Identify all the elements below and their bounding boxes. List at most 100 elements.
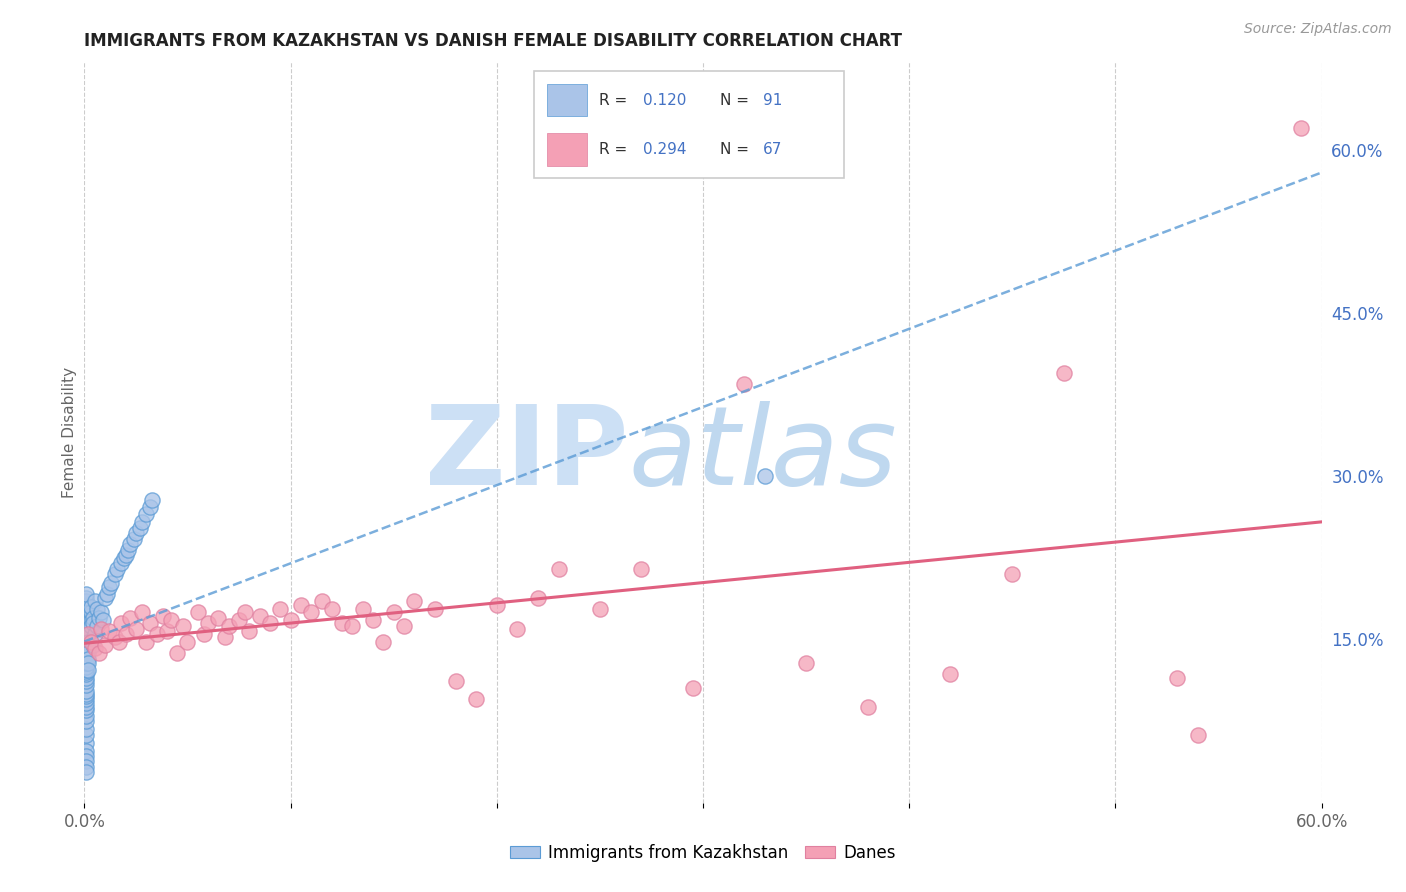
Point (160, 613, 183, 627)
Point (77, 646, 100, 660)
Point (75, 703, 97, 717)
Point (75, 602, 97, 616)
Point (122, 533, 145, 547)
Point (98, 580, 121, 594)
Point (110, 556, 132, 570)
Point (135, 634, 157, 648)
Point (485, 598, 508, 612)
Text: IMMIGRANTS FROM KAZAKHSTAN VS DANISH FEMALE DISABILITY CORRELATION CHART: IMMIGRANTS FROM KAZAKHSTAN VS DANISH FEM… (84, 32, 903, 50)
Text: R =: R = (599, 93, 633, 108)
Point (75, 624, 97, 638)
Point (87, 646, 110, 660)
Point (96, 587, 118, 601)
Point (75, 630, 97, 644)
Point (382, 605, 405, 619)
Point (75, 700, 97, 714)
Point (75, 611, 97, 625)
Point (91, 613, 114, 627)
Point (77, 624, 100, 638)
Point (104, 630, 127, 644)
Point (79, 613, 101, 627)
Point (1166, 671, 1188, 685)
Text: N =: N = (720, 93, 754, 108)
Point (249, 608, 271, 623)
Point (75, 667, 97, 681)
Point (75, 616, 97, 631)
Point (75, 599, 97, 614)
Point (166, 646, 188, 660)
Point (79, 634, 101, 648)
Point (214, 630, 236, 644)
Point (112, 550, 135, 565)
Bar (547, 84, 586, 116)
Point (75, 605, 97, 619)
Point (197, 616, 219, 631)
Point (75, 643, 97, 657)
Point (75, 652, 97, 666)
Point (342, 619, 364, 633)
Point (233, 605, 256, 619)
Point (86, 619, 108, 633)
Point (465, 692, 488, 706)
Point (75, 663, 97, 677)
Point (754, 469, 776, 483)
Point (290, 598, 312, 612)
Legend: Immigrants from Kazakhstan, Danes: Immigrants from Kazakhstan, Danes (503, 838, 903, 869)
Point (75, 648, 97, 663)
Point (87, 611, 110, 625)
Point (75, 714, 97, 728)
Point (90, 622, 112, 636)
Bar (547, 134, 586, 166)
Point (104, 567, 127, 582)
Point (83, 594, 105, 608)
Point (1001, 567, 1024, 582)
Point (423, 602, 446, 616)
Point (75, 696, 97, 710)
Y-axis label: Female Disability: Female Disability (62, 367, 77, 499)
Point (94, 638, 117, 652)
Point (75, 659, 97, 673)
Text: 0.294: 0.294 (643, 142, 686, 157)
Point (373, 634, 395, 648)
Point (75, 683, 97, 698)
Text: N =: N = (720, 142, 754, 157)
Point (108, 634, 131, 648)
Point (238, 624, 260, 638)
Point (114, 548, 136, 562)
Point (75, 743, 97, 757)
Point (939, 667, 962, 681)
Point (77, 641, 100, 656)
Point (117, 543, 139, 558)
Point (79, 605, 101, 619)
Point (100, 575, 122, 590)
Point (77, 657, 100, 671)
Point (77, 627, 100, 641)
Text: ZIP: ZIP (426, 401, 628, 508)
Point (125, 622, 148, 636)
Point (218, 619, 240, 633)
Point (630, 562, 652, 576)
Point (79, 619, 101, 633)
Point (114, 627, 136, 641)
Point (77, 634, 100, 648)
Point (75, 673, 97, 688)
Point (228, 613, 250, 627)
Point (82, 638, 104, 652)
Point (94, 591, 117, 606)
Point (172, 619, 194, 633)
Point (125, 525, 148, 540)
Point (131, 515, 153, 529)
Point (110, 616, 132, 631)
Point (75, 736, 97, 750)
Point (98, 624, 121, 638)
Point (75, 665, 97, 680)
Point (330, 616, 353, 631)
Point (156, 624, 179, 638)
Text: Source: ZipAtlas.com: Source: ZipAtlas.com (1244, 22, 1392, 37)
Point (135, 508, 157, 522)
Point (75, 678, 97, 692)
Point (299, 605, 322, 619)
Point (207, 611, 229, 625)
Text: atlas: atlas (628, 401, 897, 508)
Point (404, 594, 426, 608)
